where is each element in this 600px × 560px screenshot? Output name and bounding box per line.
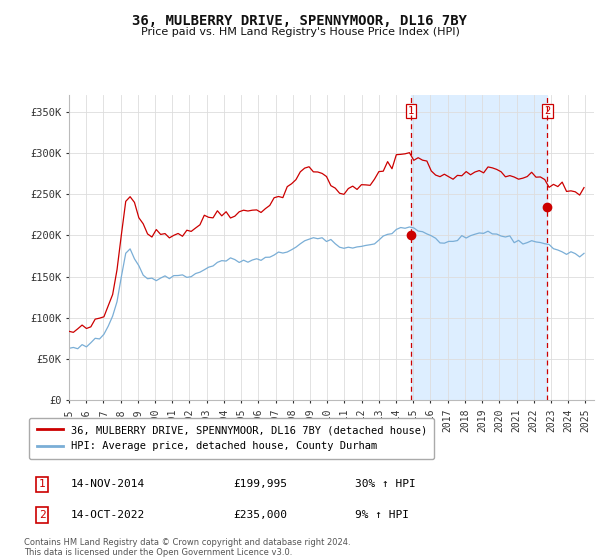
Text: 1: 1	[408, 106, 414, 116]
Text: 2: 2	[544, 106, 550, 116]
Text: £235,000: £235,000	[234, 510, 288, 520]
Text: 14-OCT-2022: 14-OCT-2022	[71, 510, 145, 520]
Text: 2: 2	[39, 510, 46, 520]
Text: 1: 1	[39, 479, 46, 489]
Legend: 36, MULBERRY DRIVE, SPENNYMOOR, DL16 7BY (detached house), HPI: Average price, d: 36, MULBERRY DRIVE, SPENNYMOOR, DL16 7BY…	[29, 418, 434, 459]
Text: 36, MULBERRY DRIVE, SPENNYMOOR, DL16 7BY: 36, MULBERRY DRIVE, SPENNYMOOR, DL16 7BY	[133, 14, 467, 28]
Text: 14-NOV-2014: 14-NOV-2014	[71, 479, 145, 489]
Bar	[411, 95, 547, 400]
Text: Contains HM Land Registry data © Crown copyright and database right 2024.
This d: Contains HM Land Registry data © Crown c…	[24, 538, 350, 557]
Text: Price paid vs. HM Land Registry's House Price Index (HPI): Price paid vs. HM Land Registry's House …	[140, 27, 460, 37]
Text: 9% ↑ HPI: 9% ↑ HPI	[355, 510, 409, 520]
Text: £199,995: £199,995	[234, 479, 288, 489]
Text: 30% ↑ HPI: 30% ↑ HPI	[355, 479, 416, 489]
